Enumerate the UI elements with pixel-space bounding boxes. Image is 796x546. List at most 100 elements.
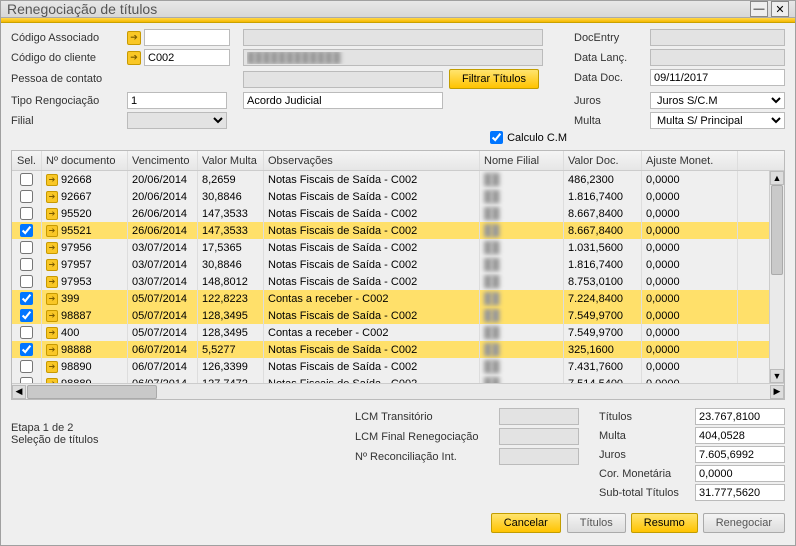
- scroll-down-icon[interactable]: ▼: [770, 369, 784, 383]
- input-doc-entry: [650, 29, 785, 46]
- link-arrow-icon[interactable]: ➔: [46, 310, 58, 322]
- row-checkbox[interactable]: [20, 207, 33, 220]
- row-checkbox[interactable]: [20, 173, 33, 186]
- table-row[interactable]: ➔9266820/06/20148,2659Notas Fiscais de S…: [12, 171, 784, 188]
- cell-doc: 95520: [61, 208, 92, 220]
- cell-venc: 06/07/2014: [128, 358, 198, 375]
- cell-doc: 97953: [61, 276, 92, 288]
- val-total-juros: [695, 446, 785, 463]
- cell-valdoc: 1.816,7400: [564, 188, 642, 205]
- scroll-thumb-h[interactable]: [27, 385, 157, 399]
- renegociar-button[interactable]: Renegociar: [703, 513, 785, 533]
- row-checkbox[interactable]: [20, 241, 33, 254]
- col-venc[interactable]: Vencimento: [128, 151, 198, 170]
- link-arrow-icon[interactable]: ➔: [127, 51, 141, 65]
- lbl-total-multa: Multa: [599, 430, 691, 442]
- link-arrow-icon[interactable]: ➔: [46, 208, 58, 220]
- table-row[interactable]: ➔9266720/06/201430,8846Notas Fiscais de …: [12, 188, 784, 205]
- link-arrow-icon[interactable]: ➔: [46, 344, 58, 356]
- col-doc[interactable]: Nº documento: [42, 151, 128, 170]
- cell-ajuste: 0,0000: [642, 222, 738, 239]
- link-arrow-icon[interactable]: ➔: [46, 191, 58, 203]
- cell-ajuste: 0,0000: [642, 239, 738, 256]
- cell-multa: 147,3533: [198, 205, 264, 222]
- link-arrow-icon[interactable]: ➔: [127, 31, 141, 45]
- select-filial[interactable]: [127, 112, 227, 129]
- row-checkbox[interactable]: [20, 224, 33, 237]
- lbl-reconc-int: Nº Reconciliação Int.: [355, 451, 495, 463]
- link-arrow-icon[interactable]: ➔: [46, 276, 58, 288]
- filtrar-titulos-button[interactable]: Filtrar Títulos: [449, 69, 539, 89]
- lbl-tipo-renegociacao: Tipo Rengociação: [11, 95, 121, 107]
- cell-venc: 05/07/2014: [128, 290, 198, 307]
- col-filial[interactable]: Nome Filial: [480, 151, 564, 170]
- scroll-thumb-v[interactable]: [771, 185, 783, 275]
- link-arrow-icon[interactable]: ➔: [46, 225, 58, 237]
- checkbox-calculo-cm[interactable]: [490, 131, 503, 144]
- cell-ajuste: 0,0000: [642, 171, 738, 188]
- link-arrow-icon[interactable]: ➔: [46, 259, 58, 271]
- cell-doc: 400: [61, 327, 79, 339]
- row-checkbox[interactable]: [20, 343, 33, 356]
- cell-obs: Contas a receber - C002: [264, 324, 480, 341]
- input-data-doc[interactable]: [650, 69, 785, 86]
- cell-obs: Notas Fiscais de Saída - C002: [264, 188, 480, 205]
- lbl-codigo-cliente: Código do cliente: [11, 52, 121, 64]
- input-tipo-renegociacao-num[interactable]: [127, 92, 227, 109]
- link-arrow-icon[interactable]: ➔: [46, 242, 58, 254]
- row-checkbox[interactable]: [20, 190, 33, 203]
- minimize-button[interactable]: —: [750, 1, 768, 17]
- row-checkbox[interactable]: [20, 292, 33, 305]
- scrollbar-vertical[interactable]: ▲ ▼: [769, 171, 784, 383]
- select-multa[interactable]: Multa S/ Principal: [650, 112, 785, 129]
- table-row[interactable]: ➔9888705/07/2014128,3495Notas Fiscais de…: [12, 307, 784, 324]
- cell-filial: ██: [480, 290, 564, 307]
- table-row[interactable]: ➔39905/07/2014122,8223Contas a receber -…: [12, 290, 784, 307]
- etapa-label: Etapa 1 de 2: [11, 422, 98, 434]
- cell-obs: Notas Fiscais de Saída - C002: [264, 239, 480, 256]
- table-row[interactable]: ➔9795303/07/2014148,8012Notas Fiscais de…: [12, 273, 784, 290]
- lbl-filial: Filial: [11, 115, 121, 127]
- col-ajuste[interactable]: Ajuste Monet.: [642, 151, 738, 170]
- input-tipo-renegociacao-desc[interactable]: [243, 92, 443, 109]
- val-subtotal: [695, 484, 785, 501]
- scroll-up-icon[interactable]: ▲: [770, 171, 784, 185]
- table-row[interactable]: ➔40005/07/2014128,3495Contas a receber -…: [12, 324, 784, 341]
- cell-filial: ██: [480, 239, 564, 256]
- input-codigo-cliente[interactable]: [144, 49, 230, 66]
- select-juros[interactable]: Juros S/C.M: [650, 92, 785, 109]
- row-checkbox[interactable]: [20, 309, 33, 322]
- table-row[interactable]: ➔9888906/07/2014127,7472Notas Fiscais de…: [12, 375, 784, 383]
- table-row[interactable]: ➔9888806/07/20145,5277Notas Fiscais de S…: [12, 341, 784, 358]
- table-row[interactable]: ➔9795603/07/201417,5365Notas Fiscais de …: [12, 239, 784, 256]
- col-sel[interactable]: Sel.: [12, 151, 42, 170]
- cell-venc: 03/07/2014: [128, 239, 198, 256]
- table-row[interactable]: ➔9552126/06/2014147,3533Notas Fiscais de…: [12, 222, 784, 239]
- row-checkbox[interactable]: [20, 360, 33, 373]
- scroll-left-icon[interactable]: ◀: [12, 385, 26, 399]
- close-button[interactable]: ✕: [771, 1, 789, 17]
- cancelar-button[interactable]: Cancelar: [491, 513, 561, 533]
- row-checkbox[interactable]: [20, 258, 33, 271]
- row-checkbox[interactable]: [20, 275, 33, 288]
- table-row[interactable]: ➔9552026/06/2014147,3533Notas Fiscais de…: [12, 205, 784, 222]
- col-valdoc[interactable]: Valor Doc.: [564, 151, 642, 170]
- col-multa[interactable]: Valor Multa: [198, 151, 264, 170]
- link-arrow-icon[interactable]: ➔: [46, 174, 58, 186]
- row-checkbox[interactable]: [20, 326, 33, 339]
- table-row[interactable]: ➔9795703/07/201430,8846Notas Fiscais de …: [12, 256, 784, 273]
- input-data-lanc: [650, 49, 785, 66]
- cell-obs: Notas Fiscais de Saída - C002: [264, 205, 480, 222]
- table-row[interactable]: ➔9889006/07/2014126,3399Notas Fiscais de…: [12, 358, 784, 375]
- scrollbar-horizontal[interactable]: ◀ ▶: [12, 383, 784, 399]
- resumo-button[interactable]: Resumo: [631, 513, 698, 533]
- link-arrow-icon[interactable]: ➔: [46, 293, 58, 305]
- col-obs[interactable]: Observações: [264, 151, 480, 170]
- cell-venc: 20/06/2014: [128, 171, 198, 188]
- input-codigo-associado[interactable]: [144, 29, 230, 46]
- link-arrow-icon[interactable]: ➔: [46, 327, 58, 339]
- lbl-doc-entry: DocEntry: [574, 32, 644, 44]
- scroll-right-icon[interactable]: ▶: [770, 385, 784, 399]
- titulos-button[interactable]: Títulos: [567, 513, 626, 533]
- link-arrow-icon[interactable]: ➔: [46, 361, 58, 373]
